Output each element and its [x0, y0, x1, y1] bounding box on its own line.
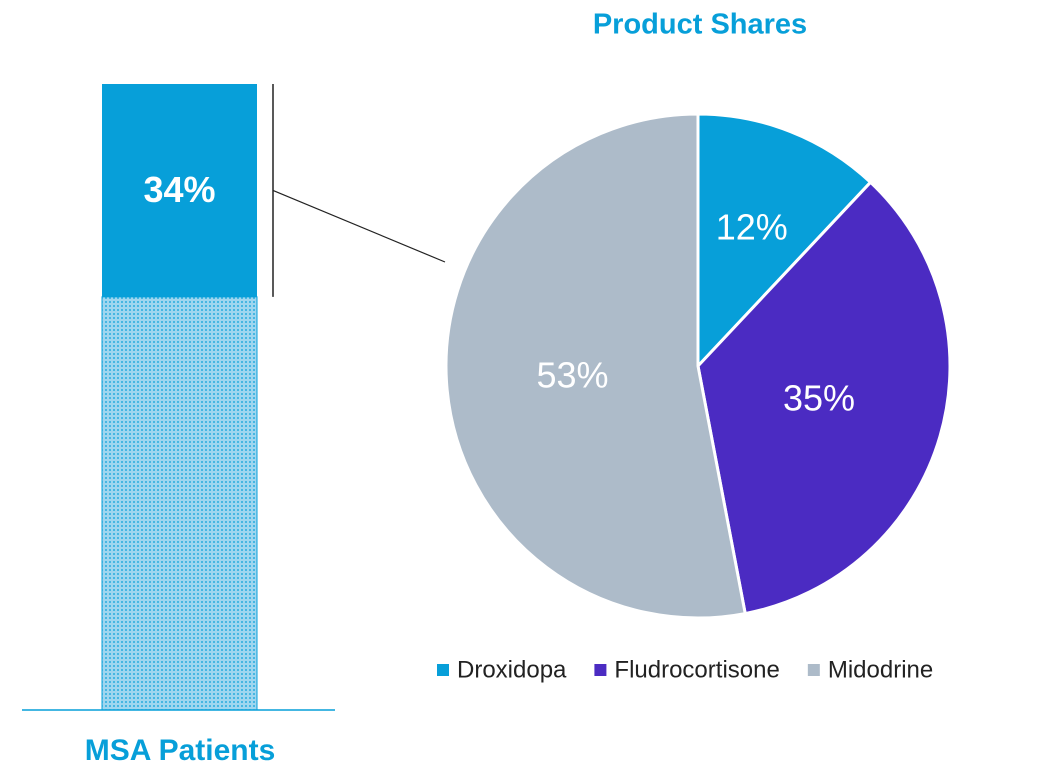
bar-label: MSA Patients [85, 734, 276, 767]
legend-swatch [437, 664, 449, 676]
pie-slice [696, 180, 952, 616]
pie-slice [696, 112, 873, 370]
bar-segment [102, 84, 257, 297]
pie-slice [444, 112, 747, 620]
pie-value-label: 53% [537, 354, 609, 395]
bar-segment [101, 296, 258, 711]
connector [272, 189, 446, 263]
legend-label: Midodrine [828, 656, 933, 683]
legend-swatch [594, 664, 607, 676]
bar-value-label: 34% [143, 169, 215, 210]
pie-value-label: 12% [716, 207, 788, 248]
pie-value-label: 35% [783, 378, 855, 419]
legend-label: Droxidopa [457, 656, 567, 683]
legend-swatch [807, 664, 820, 676]
pie-title: Product Shares [593, 9, 807, 41]
legend-label: Fludrocortisone [614, 656, 779, 683]
